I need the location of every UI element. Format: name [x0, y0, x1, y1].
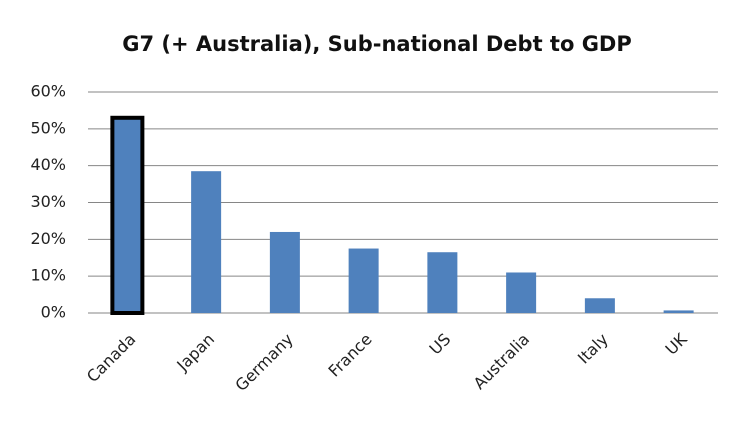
- x-tick-label: UK: [662, 329, 691, 358]
- chart-title: G7 (+ Australia), Sub-national Debt to G…: [122, 32, 632, 56]
- bar: [584, 298, 615, 313]
- x-tick-label: Australia: [470, 330, 533, 393]
- bar: [427, 252, 458, 313]
- x-tick-label: US: [425, 330, 454, 359]
- bar: [663, 310, 694, 313]
- y-tick-label: 50%: [30, 118, 66, 137]
- y-tick-label: 10%: [30, 266, 66, 285]
- bar: [191, 171, 222, 313]
- y-tick-label: 0%: [41, 303, 66, 322]
- y-tick-label: 30%: [30, 192, 66, 211]
- y-tick-label: 40%: [30, 155, 66, 174]
- x-tick-label: France: [325, 330, 376, 381]
- x-tick-label: Germany: [231, 330, 296, 395]
- y-tick-label: 60%: [30, 82, 66, 101]
- x-tick-label: Japan: [172, 330, 218, 376]
- bar: [110, 115, 145, 315]
- y-tick-label: 20%: [30, 229, 66, 248]
- bar: [269, 231, 300, 313]
- bar: [348, 248, 379, 313]
- x-tick-label: Italy: [574, 330, 612, 368]
- bar: [506, 272, 537, 313]
- x-tick-label: Canada: [83, 330, 139, 386]
